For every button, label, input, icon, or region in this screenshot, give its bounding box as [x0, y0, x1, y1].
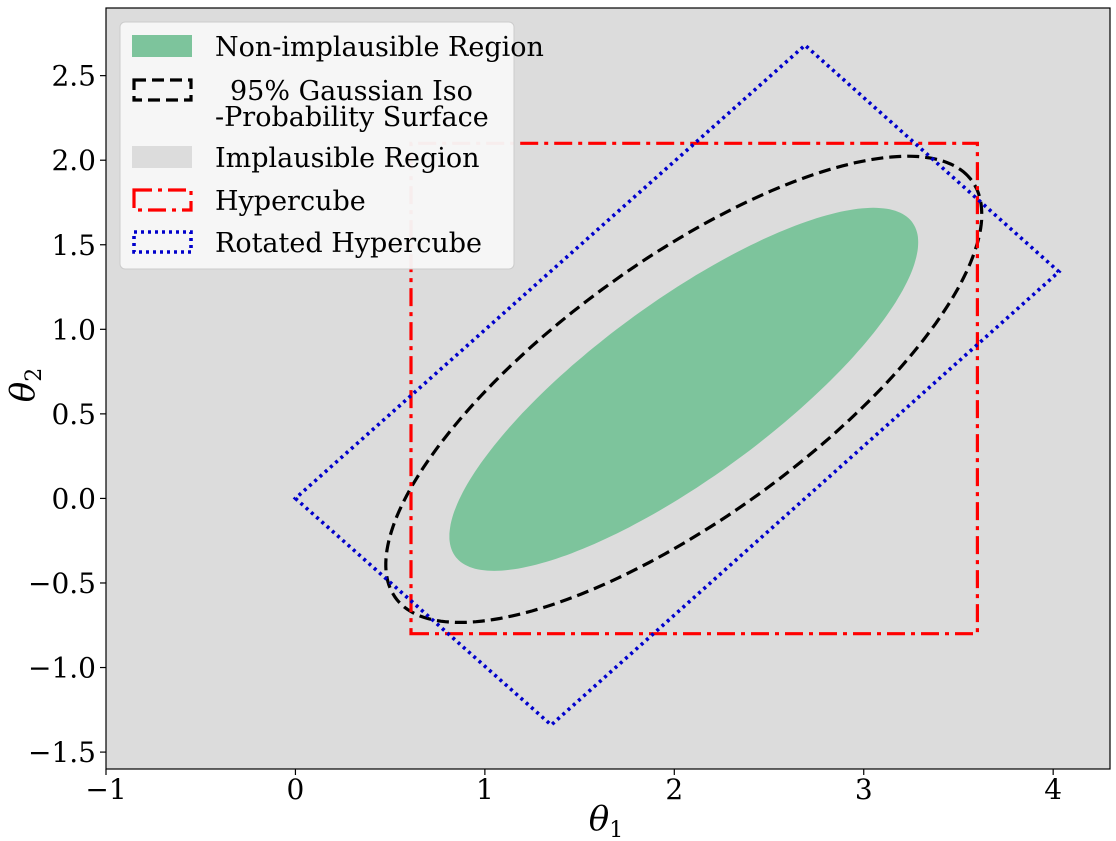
legend-swatch — [132, 188, 193, 212]
legend-item: Non-implausible Region — [132, 32, 544, 63]
y-tick-label: 0.5 — [51, 398, 96, 431]
legend-swatch — [132, 146, 192, 168]
legend-label: 95% Gaussian Iso -Probability Surface — [215, 76, 489, 133]
legend-label-line: -Probability Surface — [215, 102, 489, 133]
y-tick-label: 2.0 — [51, 144, 96, 177]
y-tick-label: −0.5 — [28, 567, 96, 600]
y-tick-label: −1.5 — [28, 736, 96, 769]
y-axis-label: θ2 — [3, 368, 47, 402]
y-tick-label: −1.0 — [28, 652, 96, 685]
x-tick-label: 0 — [287, 773, 305, 806]
y-axis: −1.5 −1.0 −0.5 0.0 0.5 1.0 1.5 2.0 2.5 — [28, 60, 106, 769]
legend-item: Rotated Hypercube — [132, 228, 482, 259]
y-tick-label: 0.0 — [51, 482, 96, 515]
legend-label: Non-implausible Region — [215, 32, 544, 63]
y-tick-label: 1.5 — [51, 229, 96, 262]
x-axis-label: θ1 — [589, 799, 623, 841]
legend-label: Implausible Region — [215, 143, 480, 174]
legend-label: Hypercube — [215, 186, 366, 217]
legend-item: Hypercube — [132, 186, 366, 217]
non-implausible-region — [449, 207, 919, 571]
x-tick-label: 1 — [476, 773, 494, 806]
x-tick-label: 4 — [1044, 773, 1062, 806]
legend-label: Rotated Hypercube — [215, 228, 482, 259]
legend-label-line: 95% Gaussian Iso — [230, 76, 473, 107]
legend-swatch — [132, 78, 193, 102]
x-tick-label: −1 — [85, 773, 126, 806]
legend: Non-implausible Region 95% Gaussian Iso -P… — [119, 21, 544, 270]
plot-content — [292, 42, 1062, 728]
legend-item: Implausible Region — [132, 143, 480, 174]
x-tick-label: 3 — [855, 773, 873, 806]
y-tick-label: 1.0 — [51, 313, 96, 346]
legend-swatch — [132, 35, 192, 57]
x-axis: −1 0 1 2 3 4 — [85, 769, 1062, 806]
legend-item: 95% Gaussian Iso -Probability Surface — [132, 76, 489, 133]
gaussian-iso-probability-surface — [384, 154, 984, 625]
plot-frame — [105, 7, 1111, 770]
hypercube — [409, 141, 980, 636]
rotated-hypercube — [292, 42, 1062, 728]
y-tick-label: 2.5 — [51, 60, 96, 93]
x-tick-label: 2 — [665, 773, 683, 806]
legend-box — [119, 21, 515, 270]
legend-swatch — [132, 230, 193, 254]
